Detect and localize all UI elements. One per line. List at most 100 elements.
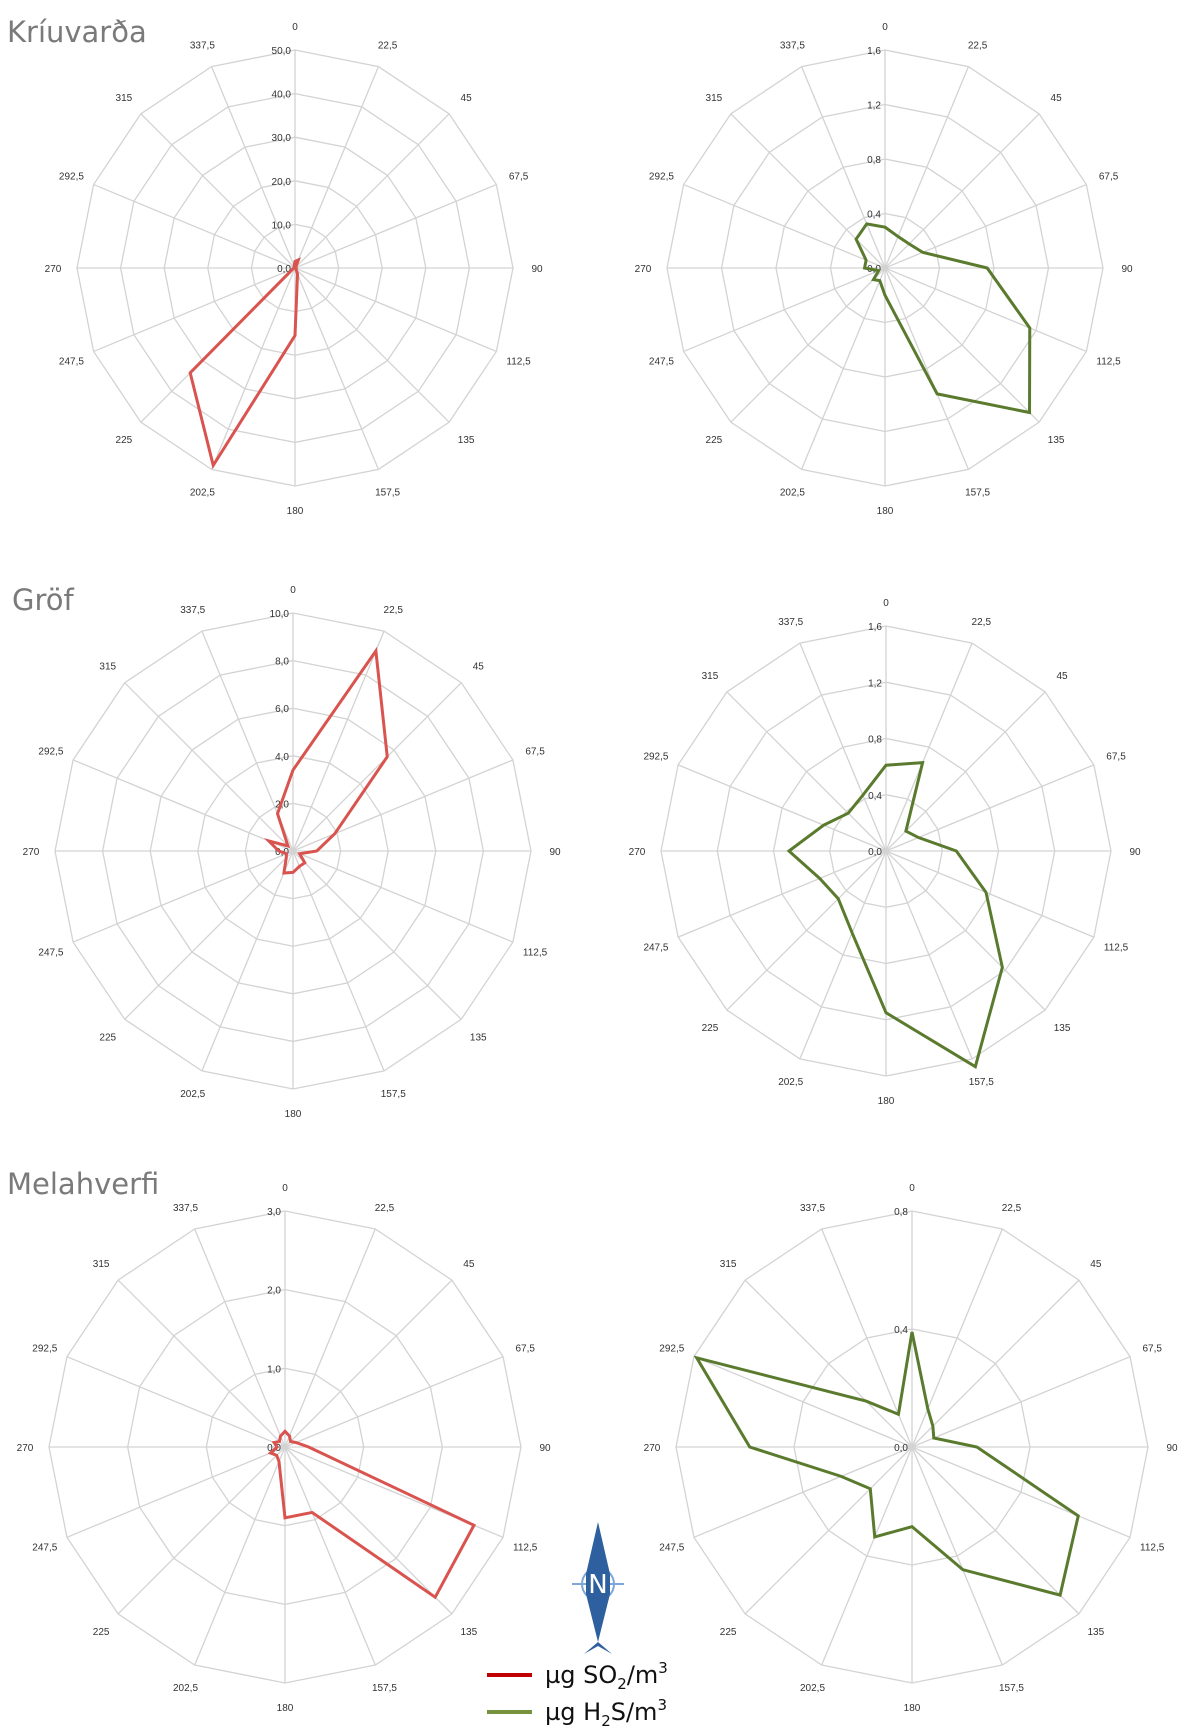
direction-label: 292,5 xyxy=(649,171,674,182)
grid-spoke xyxy=(210,66,296,269)
direction-label: 157,5 xyxy=(965,488,990,499)
grid-spoke xyxy=(201,850,294,1072)
value-tick-label: 0,0 xyxy=(894,1443,908,1454)
value-tick-label: 0,8 xyxy=(894,1207,908,1218)
grid-spoke xyxy=(911,1279,1080,1448)
grid-spoke xyxy=(294,267,380,470)
direction-label: 292,5 xyxy=(643,752,668,763)
direction-label: 45 xyxy=(461,93,473,104)
grid-spoke xyxy=(885,850,1095,938)
grid-spoke xyxy=(93,183,296,269)
direction-label: 315 xyxy=(706,93,723,104)
grid-spoke xyxy=(726,691,887,852)
direction-label: 22,5 xyxy=(972,617,992,628)
grid-spoke xyxy=(884,183,1087,269)
direction-label: 45 xyxy=(1057,671,1069,682)
direction-label: 247,5 xyxy=(643,942,668,953)
grid-spoke xyxy=(294,183,497,269)
grid-spoke xyxy=(292,850,462,1020)
grid-spoke xyxy=(911,1446,1080,1615)
grid-spoke xyxy=(210,267,296,470)
direction-label: 225 xyxy=(720,1627,737,1638)
direction-label: 180 xyxy=(904,1703,921,1714)
direction-label: 157,5 xyxy=(375,488,400,499)
grid-spoke xyxy=(911,1446,1131,1538)
direction-label: 67,5 xyxy=(509,171,529,182)
direction-label: 315 xyxy=(99,662,116,673)
direction-label: 180 xyxy=(285,1109,302,1120)
radar-chart-5: 0 22,5 45 67,5 90 112,5 135 157,5 180 202,5 225 247… xyxy=(17,1183,551,1714)
direction-label: 157,5 xyxy=(381,1089,406,1100)
direction-label: 135 xyxy=(1048,435,1065,446)
data-series-line xyxy=(854,222,1032,415)
direction-label: 45 xyxy=(1090,1259,1102,1270)
direction-label: 337,5 xyxy=(173,1203,198,1214)
direction-label: 337,5 xyxy=(180,605,205,616)
direction-label: 22,5 xyxy=(1002,1203,1022,1214)
value-tick-label: 4,0 xyxy=(275,752,289,763)
direction-label: 292,5 xyxy=(659,1344,684,1355)
value-tick-label: 10,0 xyxy=(272,220,292,231)
grid-spoke xyxy=(911,1356,1131,1448)
grid-spoke xyxy=(885,691,1046,852)
direction-label: 0 xyxy=(282,1183,288,1194)
direction-label: 292,5 xyxy=(59,171,84,182)
value-tick-label: 0,8 xyxy=(867,155,881,166)
value-tick-label: 20,0 xyxy=(272,177,292,188)
grid-spoke xyxy=(72,850,294,943)
direction-label: 157,5 xyxy=(999,1683,1024,1694)
grid-spoke xyxy=(885,850,1046,1011)
value-tick-label: 1,6 xyxy=(867,46,881,57)
site-label-grof: Gröf xyxy=(12,583,74,617)
grid-spoke xyxy=(799,850,887,1060)
direction-label: 45 xyxy=(1051,93,1063,104)
direction-label: 45 xyxy=(473,662,485,673)
direction-label: 0 xyxy=(882,22,888,33)
grid-spoke xyxy=(284,1446,453,1615)
direction-label: 157,5 xyxy=(372,1683,397,1694)
direction-label: 22,5 xyxy=(375,1203,395,1214)
direction-label: 67,5 xyxy=(1142,1344,1162,1355)
grid-spoke xyxy=(93,267,296,353)
direction-label: 180 xyxy=(877,506,894,517)
value-tick-label: 0,4 xyxy=(867,210,881,221)
value-tick-label: 8,0 xyxy=(275,657,289,668)
grid-spoke xyxy=(821,1228,913,1448)
value-tick-label: 30,0 xyxy=(272,133,292,144)
value-tick-label: 50,0 xyxy=(272,46,292,57)
radar-chart-4: 0 22,5 45 67,5 90 112,5 135 157,5 180 202,5 225 247… xyxy=(629,598,1141,1107)
grid-spoke xyxy=(884,267,970,470)
direction-label: 292,5 xyxy=(32,1344,57,1355)
direction-label: 0 xyxy=(883,598,889,609)
grid-spoke xyxy=(117,1279,286,1448)
direction-label: 22,5 xyxy=(378,40,398,51)
grid-spoke xyxy=(66,1356,286,1448)
grid-spoke xyxy=(292,759,514,852)
direction-label: 135 xyxy=(470,1032,487,1043)
direction-label: 22,5 xyxy=(384,605,404,616)
grid-spoke xyxy=(292,850,385,1072)
data-series-line xyxy=(786,761,1004,1069)
direction-label: 225 xyxy=(99,1032,116,1043)
grid-spoke xyxy=(821,1446,913,1666)
value-tick-label: 1,2 xyxy=(867,101,881,112)
direction-label: 67,5 xyxy=(515,1344,535,1355)
grid-spoke xyxy=(683,183,886,269)
grid-spoke xyxy=(294,113,450,269)
grid-spoke xyxy=(124,850,294,1020)
value-tick-label: 40,0 xyxy=(272,90,292,101)
direction-label: 315 xyxy=(702,671,719,682)
grid-spoke xyxy=(884,267,1087,353)
legend: µg SO2/m3 µg H2S/m3 xyxy=(487,1659,668,1730)
legend-label-h2s: µg H2S/m3 xyxy=(545,1696,667,1730)
grid-spoke xyxy=(744,1446,913,1615)
direction-label: 270 xyxy=(45,264,62,275)
grid-spoke xyxy=(677,764,887,852)
data-series-line xyxy=(693,1331,1080,1597)
direction-label: 247,5 xyxy=(649,357,674,368)
grid-spoke xyxy=(885,850,973,1060)
site-label-melahverfi: Melahverfi xyxy=(7,1167,160,1201)
value-tick-label: 0,4 xyxy=(868,791,882,802)
direction-label: 225 xyxy=(702,1023,719,1034)
direction-label: 0 xyxy=(290,585,296,596)
